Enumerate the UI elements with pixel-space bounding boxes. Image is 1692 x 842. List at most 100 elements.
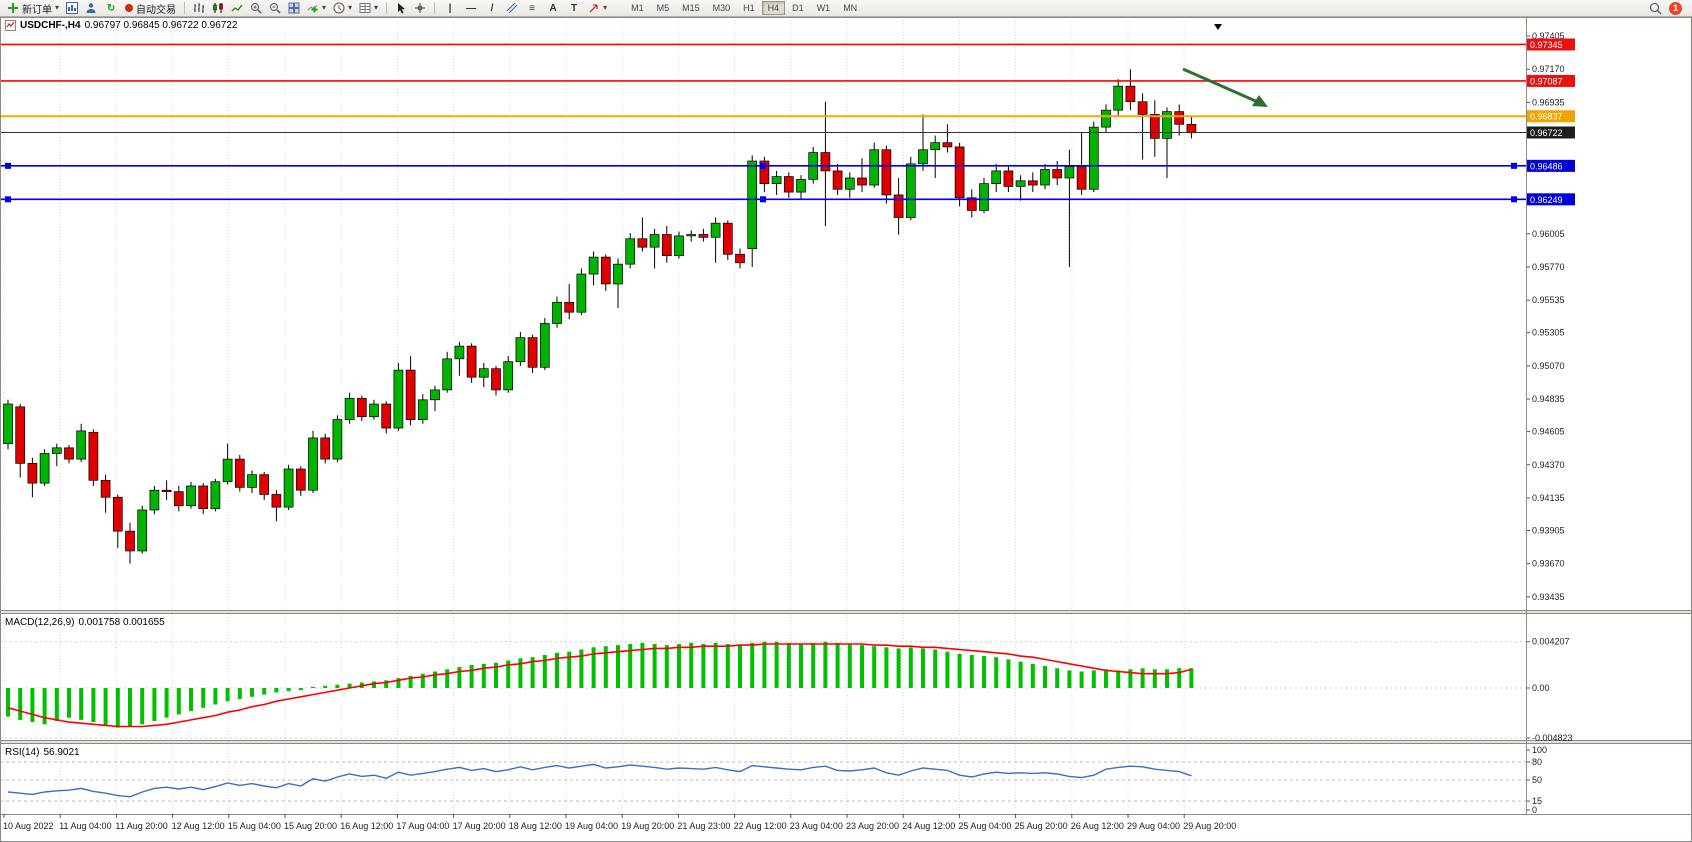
svg-text:0.95770: 0.95770 — [1532, 262, 1565, 272]
svg-text:24 Aug 12:00: 24 Aug 12:00 — [902, 821, 955, 831]
text-tool-button[interactable]: A — [543, 1, 563, 16]
toolbar-right-cluster: 1 — [1649, 1, 1682, 15]
arrow-tool-icon — [589, 4, 598, 13]
chart-symbol-period: USDCHF-,H4 — [20, 20, 81, 31]
autotrading-button[interactable]: 自动交易 — [122, 1, 179, 16]
svg-text:0.97345: 0.97345 — [1530, 40, 1563, 50]
new-order-plus-icon — [8, 3, 18, 13]
svg-text:16 Aug 12:00: 16 Aug 12:00 — [340, 821, 393, 831]
timeframe-mn[interactable]: MN — [837, 1, 863, 15]
profiles-button[interactable] — [82, 1, 100, 16]
template-grid-icon — [359, 3, 371, 13]
vline-icon: | — [448, 2, 452, 14]
time-axis[interactable]: 10 Aug 2022 11 Aug 04:00 11 Aug 20:00 12 Au… — [0, 814, 1692, 831]
label-tool-button[interactable]: T — [564, 1, 584, 16]
svg-text:0.94605: 0.94605 — [1532, 427, 1565, 437]
svg-text:25 Aug 20:00: 25 Aug 20:00 — [1015, 821, 1068, 831]
hline-tool-button[interactable]: — — [461, 1, 481, 16]
top-marker-icon — [1214, 24, 1222, 30]
toolbar-separator — [434, 2, 436, 14]
svg-text:19 Aug 04:00: 19 Aug 04:00 — [565, 821, 618, 831]
svg-text:0.95535: 0.95535 — [1532, 295, 1565, 305]
svg-text:12 Aug 12:00: 12 Aug 12:00 — [172, 821, 225, 831]
svg-text:0.96486: 0.96486 — [1530, 161, 1563, 171]
svg-text:0.94135: 0.94135 — [1532, 493, 1565, 503]
timeframe-w1[interactable]: W1 — [811, 1, 837, 15]
svg-text:23 Aug 04:00: 23 Aug 04:00 — [790, 821, 843, 831]
crosshair-button[interactable] — [411, 1, 429, 16]
svg-text:29 Aug 20:00: 29 Aug 20:00 — [1183, 821, 1236, 831]
channel-tool-button[interactable] — [503, 1, 521, 16]
new-order-button[interactable]: 新订单 ▾ — [4, 1, 62, 16]
notification-badge[interactable]: 1 — [1669, 1, 1682, 15]
bar-chart-icon — [194, 3, 205, 13]
svg-text:0.97170: 0.97170 — [1532, 64, 1565, 74]
timeframe-m1[interactable]: M1 — [625, 1, 650, 15]
refresh-button[interactable]: ↻ — [101, 1, 121, 16]
trendline-tool-button[interactable]: / — [482, 1, 502, 16]
add-indicator-icon — [307, 4, 318, 13]
zoom-out-button[interactable] — [266, 1, 284, 16]
svg-text:0.97405: 0.97405 — [1532, 31, 1565, 41]
fibonacci-tool-button[interactable]: ≡ — [522, 1, 542, 16]
rsi-line — [7, 763, 1192, 798]
arrows-tool-button[interactable]: ▾ — [585, 1, 610, 16]
indicators-button[interactable]: ▾ — [304, 1, 329, 16]
timeframe-h1[interactable]: H1 — [737, 1, 761, 15]
line-chart-button[interactable] — [228, 1, 246, 16]
svg-text:22 Aug 12:00: 22 Aug 12:00 — [734, 821, 787, 831]
timeframe-h4[interactable]: H4 — [761, 1, 786, 15]
svg-text:0.96005: 0.96005 — [1532, 229, 1565, 239]
toolbar: 新订单 ▾ ↻ 自动交易 ▾ ▾ ▾ — [0, 0, 1692, 17]
hline-0.96249[interactable] — [0, 196, 1526, 203]
timeframe-d1[interactable]: D1 — [786, 1, 810, 15]
chart-window-icon — [66, 2, 79, 14]
candlestick-chart-button[interactable] — [209, 1, 227, 16]
macd-label: MACD(12,26,9) 0.001758 0.001655 — [5, 617, 165, 628]
trendline-icon: / — [490, 2, 494, 14]
panel-splitters[interactable] — [0, 610, 1692, 744]
bar-chart-button[interactable] — [190, 1, 208, 16]
svg-text:17 Aug 20:00: 17 Aug 20:00 — [453, 821, 506, 831]
svg-text:21 Aug 23:00: 21 Aug 23:00 — [677, 821, 730, 831]
timeframe-m30[interactable]: M30 — [707, 1, 737, 15]
timeframe-m15[interactable]: M15 — [676, 1, 706, 15]
svg-text:0.93435: 0.93435 — [1532, 592, 1565, 602]
svg-text:0.96249: 0.96249 — [1530, 195, 1563, 205]
macd-indicator-name: MACD(12,26,9) — [5, 617, 75, 628]
new-chart-button[interactable] — [63, 1, 81, 16]
rsi-indicator-value: 56.9021 — [43, 747, 80, 758]
periods-dropdown-icon[interactable]: ▾ — [348, 3, 353, 12]
hline-0.96486[interactable] — [0, 162, 1526, 169]
zoom-in-button[interactable] — [247, 1, 265, 16]
templates-dropdown-icon[interactable]: ▾ — [374, 3, 379, 12]
chart-context-icon[interactable] — [5, 20, 16, 31]
indicators-dropdown-icon[interactable]: ▾ — [322, 3, 327, 12]
svg-text:80: 80 — [1532, 757, 1542, 767]
svg-text:0.94370: 0.94370 — [1532, 460, 1565, 470]
arrows-dropdown-icon[interactable]: ▾ — [603, 3, 608, 12]
svg-text:15 Aug 20:00: 15 Aug 20:00 — [284, 821, 337, 831]
chart-title: USDCHF-,H4 0.96797 0.96845 0.96722 0.967… — [5, 20, 238, 31]
candlestick-icon — [213, 3, 223, 13]
svg-text:29 Aug 04:00: 29 Aug 04:00 — [1127, 821, 1180, 831]
timeframe-m5[interactable]: M5 — [651, 1, 676, 15]
svg-text:10 Aug 2022: 10 Aug 2022 — [3, 821, 54, 831]
tile-windows-icon — [288, 2, 300, 14]
vline-tool-button[interactable]: | — [440, 1, 460, 16]
templates-button[interactable]: ▾ — [356, 1, 381, 16]
hline-icon: — — [466, 2, 477, 14]
profile-icon — [86, 3, 96, 13]
tile-windows-button[interactable] — [285, 1, 303, 16]
new-order-dropdown-icon[interactable]: ▾ — [55, 3, 60, 12]
search-icon[interactable] — [1649, 2, 1662, 15]
text-icon: A — [549, 2, 557, 14]
svg-text:0.004207: 0.004207 — [1532, 637, 1570, 647]
trend-arrow-annotation[interactable] — [1182, 67, 1268, 107]
notification-count: 1 — [1672, 3, 1678, 13]
periods-button[interactable]: ▾ — [330, 1, 355, 16]
crosshair-icon — [415, 3, 426, 13]
channel-icon — [506, 2, 518, 14]
svg-text:23 Aug 20:00: 23 Aug 20:00 — [846, 821, 899, 831]
